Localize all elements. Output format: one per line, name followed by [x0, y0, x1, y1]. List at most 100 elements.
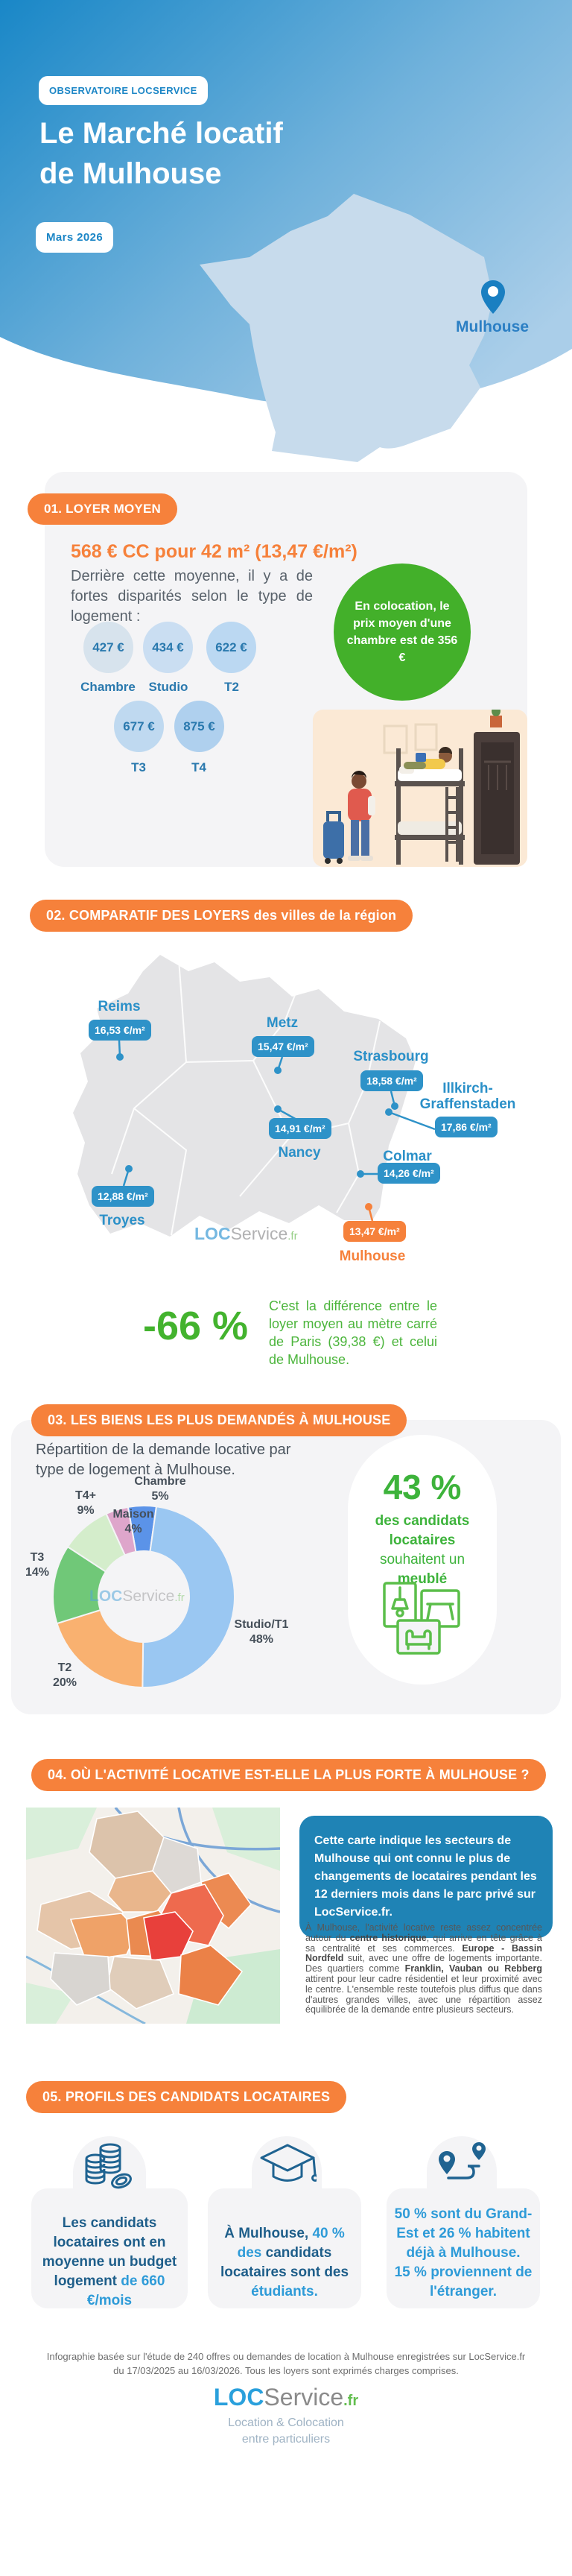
slice-name: T3 [30, 1551, 45, 1564]
page-title-line1: Le Marché locatif [39, 117, 283, 150]
donut-label-t4plus: T4+ 9% [63, 1489, 108, 1518]
donut-slice-T2 [56, 1609, 144, 1689]
bubble-price: 622 € [215, 640, 247, 654]
text-segment-highlight: 15 % proviennent de l'étranger. [394, 2264, 533, 2299]
price-tag-mulhouse: 13,47 €/m² [343, 1221, 406, 1242]
students-card [208, 2188, 361, 2308]
price-tag-illkirch: 17,86 €/m² [435, 1117, 498, 1137]
slice-value: 14% [25, 1566, 50, 1579]
donut-label-maison: Maison 4% [107, 1507, 159, 1537]
france-map [200, 194, 493, 462]
section1-subtext: Derrière cette moyenne, il y a de fortes… [71, 568, 313, 625]
bubble-label-t3: T3 [131, 760, 146, 774]
slice-name: T4+ [74, 1489, 96, 1502]
locservice-logo: LOCService.fr [0, 2384, 572, 2411]
donut-label-chambre: Chambre 5% [130, 1474, 190, 1504]
budget-card [31, 2188, 188, 2308]
donut-slice-Maison [105, 1506, 137, 1556]
text-segment-highlight: 50 % sont du Grand-Est et 26 % habitent … [394, 2206, 533, 2261]
watermark-service: Service [230, 1224, 288, 1243]
donut-label-t3: T3 14% [15, 1550, 60, 1580]
para-segment: , qui arrive en tête grâce à sa centrali… [305, 1932, 542, 1954]
colocation-text: En colocation, le prix moyen d'une chamb… [346, 600, 458, 664]
slice-name: T2 [57, 1661, 72, 1674]
page-title-line2: de Mulhouse [39, 157, 222, 190]
price-bubble-t3: 677 € [114, 701, 164, 752]
date-badge: Mars 2026 [36, 222, 114, 253]
delta-text: C'est la différence entre le loyer moyen… [269, 1298, 437, 1367]
price-tag-reims: 16,53 €/m² [89, 1020, 151, 1041]
stat-line: des candidats [375, 1513, 470, 1529]
city-label-colmar: Colmar [383, 1149, 432, 1164]
bubble-price: 677 € [123, 719, 155, 733]
housing-demand-donut-chart [52, 1505, 235, 1689]
section1-pill: 01. LOYER MOYEN [28, 493, 177, 525]
bubble-label-chambre: Chambre [80, 680, 136, 694]
slice-name: Chambre [134, 1475, 186, 1488]
footer-note: Infographie basée sur l'étude de 240 off… [0, 2349, 572, 2378]
slice-name: Studio/T1 [234, 1618, 289, 1631]
furniture-icon [383, 1582, 460, 1655]
mulhouse-pin-icon [481, 280, 505, 314]
stat-line: souhaitent un [379, 1552, 465, 1568]
observatoire-badge: OBSERVATOIRE LOCSERVICE [39, 76, 208, 105]
mulhouse-sectors-map [26, 1808, 280, 2024]
bubble-label-t2: T2 [224, 680, 239, 694]
price-bubble-t2: 622 € [206, 622, 256, 673]
para-segment-bold: Franklin, Vauban ou Rebberg [404, 1963, 542, 1974]
price-tag-metz: 15,47 €/m² [252, 1036, 314, 1057]
illkirch-line1: Illkirch- [442, 1081, 493, 1096]
footer-note-line1: Infographie basée sur l'étude de 240 off… [46, 2351, 526, 2362]
city-label-illkirch: Illkirch- Graffenstaden [416, 1081, 520, 1112]
slice-name: Maison [112, 1508, 154, 1521]
logo-tagline: Location & Colocation entre particuliers [0, 2415, 572, 2448]
watermark-fr: .fr [174, 1591, 185, 1604]
tagline-line2: entre particuliers [241, 2433, 331, 2446]
para-segment-bold: centre historique [349, 1932, 427, 1943]
para-segment: attirent pour leur cadre résidentiel et … [305, 1973, 542, 2015]
origin-card [387, 2188, 540, 2308]
city-label-mulhouse: Mulhouse [339, 1248, 406, 1264]
price-bubble-chambre: 427 € [83, 622, 133, 673]
students-card-text: À Mulhouse, 40 % des candidats locataire… [215, 2224, 354, 2302]
budget-card-text: Les candidats locataires ont en moyenne … [39, 2214, 180, 2311]
colocation-bubble: En colocation, le prix moyen d'une chamb… [334, 564, 471, 701]
section3-pill: 03. LES BIENS LES PLUS DEMANDÉS À MULHOU… [31, 1404, 407, 1436]
section3-intro: Répartition de la demande locative par t… [36, 1442, 291, 1478]
price-bubble-studio: 434 € [143, 622, 193, 673]
price-tag-colmar: 14,26 €/m² [378, 1163, 440, 1184]
section2-pill: 02. COMPARATIF DES LOYERS des villes de … [30, 900, 413, 932]
para-segment-bold: Europe - Bassin Nordfeld [305, 1942, 542, 1964]
price-tag-nancy: 14,91 €/m² [269, 1118, 331, 1139]
price-tag-strasbourg: 18,58 €/m² [360, 1070, 423, 1091]
city-label-reims: Reims [98, 999, 141, 1014]
city-label-metz: Metz [266, 1015, 299, 1031]
bubble-price: 427 € [92, 640, 124, 654]
roommates-illustration [313, 710, 527, 867]
donut-label-t2: T2 20% [42, 1661, 87, 1690]
meuble-stat-text: des candidats locataires souhaitent un m… [348, 1512, 497, 1589]
logo-loc: LOC [213, 2384, 264, 2411]
section4-pill: 04. OÙ L'ACTIVITÉ LOCATIVE EST-ELLE LA P… [31, 1759, 546, 1791]
slice-value: 4% [124, 1523, 142, 1535]
origin-card-text: 50 % sont du Grand-Est et 26 % habitent … [393, 2205, 534, 2302]
locservice-watermark-donut: LOCService.fr [89, 1588, 185, 1606]
price-tag-troyes: 12,88 €/m² [92, 1186, 154, 1207]
donut-label-studio-t1: Studio/T1 48% [224, 1617, 299, 1647]
city-label-strasbourg: Strasbourg [353, 1049, 429, 1064]
bubble-label-studio: Studio [148, 680, 188, 694]
tagline-line1: Location & Colocation [228, 2416, 344, 2429]
text-segment: candidats locataires sont des [220, 2245, 349, 2280]
donut-slice-Studio/T1 [142, 1506, 235, 1688]
slice-value: 20% [52, 1676, 77, 1689]
city-label-troyes: Troyes [99, 1213, 145, 1228]
locservice-watermark-map: LOCService.fr [194, 1224, 298, 1244]
watermark-service: Service [122, 1588, 175, 1605]
watermark-loc: LOC [89, 1588, 123, 1605]
coins-icon [85, 2143, 132, 2189]
text-segment: Les candidats locataires ont en moyenne … [42, 2215, 177, 2289]
slice-value: 5% [151, 1490, 169, 1503]
text-segment-highlight: de 660 €/mois [86, 2273, 165, 2308]
illkirch-line2: Graffenstaden [419, 1096, 516, 1112]
